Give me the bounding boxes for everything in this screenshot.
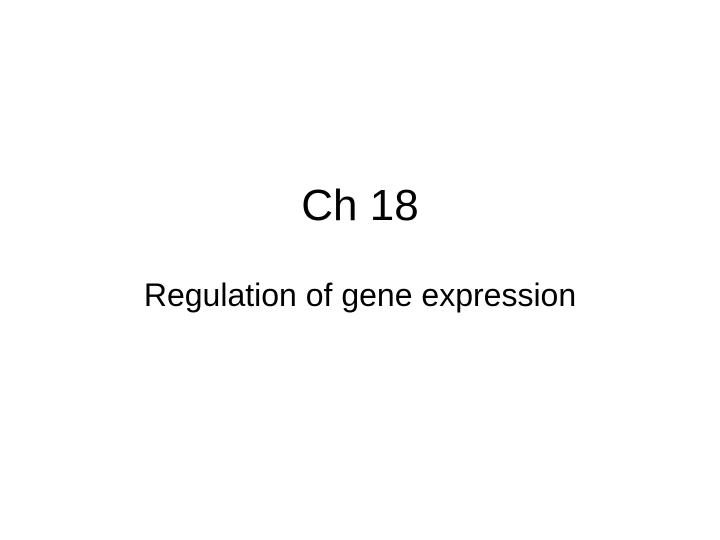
slide-subtitle: Regulation of gene expression <box>144 278 576 313</box>
slide-title: Ch 18 <box>301 182 418 230</box>
slide: Ch 18 Regulation of gene expression <box>0 0 720 540</box>
